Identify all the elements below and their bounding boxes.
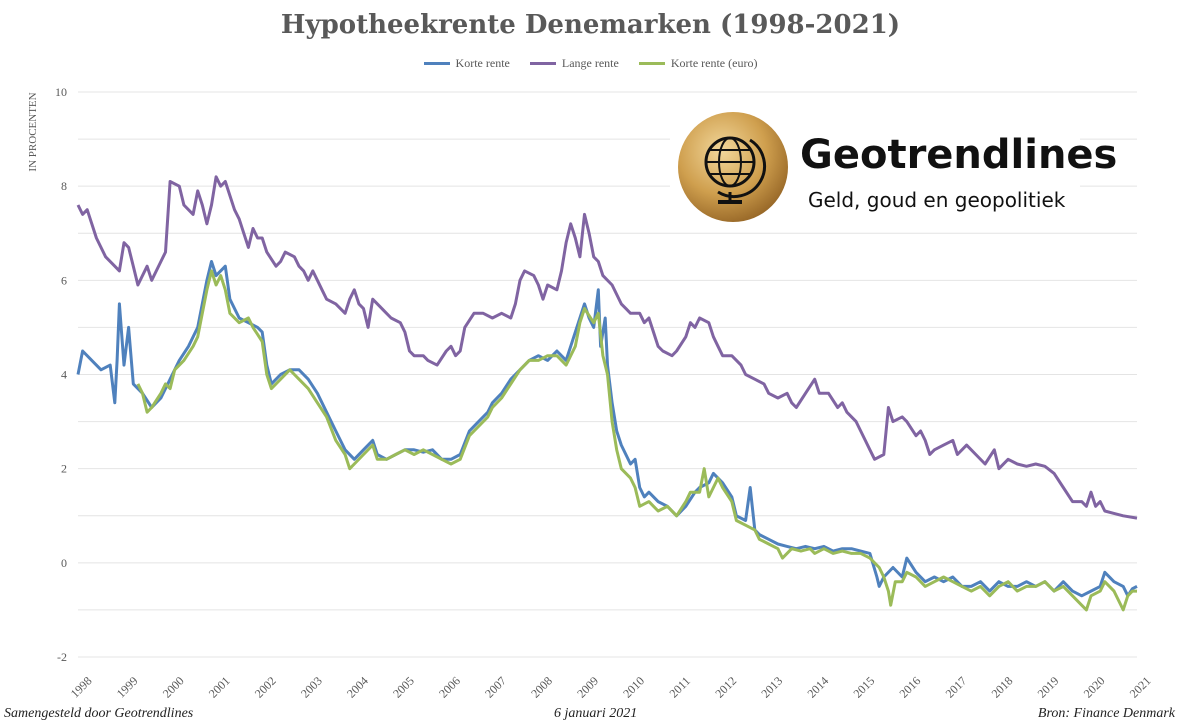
logo-tagline: Geld, goud en geopolitiek xyxy=(808,188,1066,212)
x-tick-label: 2011 xyxy=(666,674,693,701)
y-tick-label: 4 xyxy=(61,368,67,382)
x-tick-label: 2013 xyxy=(758,674,785,701)
x-tick-label: 1998 xyxy=(68,674,95,701)
x-tick-label: 2000 xyxy=(160,674,187,701)
series xyxy=(76,175,1138,612)
x-axis-ticks: 1998 1999 2000 2001 2002 2003 2004 2005 2006 2007… xyxy=(68,674,1154,701)
legend-item-korte-rente: Korte rente xyxy=(423,56,510,71)
x-tick-label: 2016 xyxy=(897,674,924,701)
y-tick-label: 8 xyxy=(61,179,67,193)
legend-swatch-korte-rente-euro xyxy=(638,62,665,65)
logo-name: Geotrendlines xyxy=(800,132,1118,178)
y-tick-label: 6 xyxy=(61,273,67,287)
footer-date: 6 januari 2021 xyxy=(554,706,638,721)
x-tick-label: 2009 xyxy=(574,674,601,701)
legend-label-korte-rente: Korte rente xyxy=(455,56,510,70)
x-tick-label: 2017 xyxy=(943,674,970,701)
chart-title: Hypotheekrente Denemarken (1998-2021) xyxy=(280,10,901,40)
x-tick-label: 2010 xyxy=(620,674,647,701)
series-line-lange-rente xyxy=(76,175,1138,520)
x-tick-label: 2014 xyxy=(804,674,831,701)
x-tick-label: 2008 xyxy=(528,674,555,701)
x-tick-label: 2020 xyxy=(1081,674,1108,701)
y-axis-label: IN PROCENTEN xyxy=(27,92,39,171)
x-tick-label: 2005 xyxy=(390,674,417,701)
logo: Geotrendlines Geld, goud en geopolitiek xyxy=(670,112,1117,224)
x-tick-label: 1999 xyxy=(114,674,141,701)
legend-swatch-lange-rente xyxy=(529,62,556,65)
y-tick-label: 10 xyxy=(55,85,67,99)
legend-item-korte-rente-euro: Korte rente (euro) xyxy=(638,56,758,71)
y-tick-label: 2 xyxy=(61,462,67,476)
footer-source: Bron: Finance Denmark xyxy=(1037,706,1175,721)
globe-icon xyxy=(678,112,788,222)
footer-credit: Samengesteld door Geotrendlines xyxy=(4,706,194,721)
x-tick-label: 2007 xyxy=(482,674,509,701)
x-tick-label: 2004 xyxy=(344,674,371,701)
y-tick-label: -2 xyxy=(57,650,67,664)
legend-item-lange-rente: Lange rente xyxy=(529,56,619,71)
legend-swatch-korte-rente xyxy=(423,62,450,65)
x-tick-label: 2019 xyxy=(1035,674,1062,701)
legend-label-lange-rente: Lange rente xyxy=(561,56,619,70)
x-tick-label: 2001 xyxy=(206,674,233,701)
x-tick-label: 2015 xyxy=(850,674,877,701)
series-line-korte-rente-euro xyxy=(136,269,1137,612)
series-line-korte-rente xyxy=(76,260,1138,598)
legend-label-korte-rente-euro: Korte rente (euro) xyxy=(670,56,758,70)
x-tick-label: 2021 xyxy=(1127,674,1154,701)
legend: Korte rente Lange rente Korte rente (eur… xyxy=(0,56,1181,71)
y-axis-ticks: -2 0 2 4 6 8 10 xyxy=(55,85,67,664)
x-tick-label: 2002 xyxy=(252,674,279,701)
x-tick-label: 2018 xyxy=(989,674,1016,701)
x-tick-label: 2006 xyxy=(436,674,463,701)
x-tick-label: 2012 xyxy=(712,674,739,701)
y-tick-label: 0 xyxy=(61,556,67,570)
x-tick-label: 2003 xyxy=(298,674,325,701)
